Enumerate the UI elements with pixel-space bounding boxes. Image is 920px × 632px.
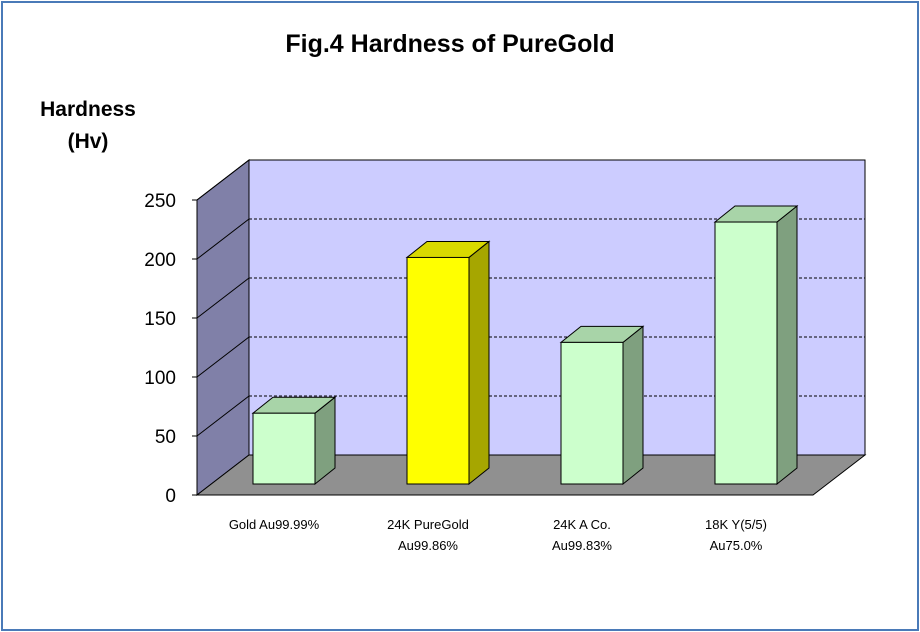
category-label-line: Au99.86% [398,538,458,553]
bar-front [406,256,470,485]
bar-3 [559,325,645,486]
chart-title: Fig.4 Hardness of PureGold [285,30,615,58]
y-axis-label: Hardness (Hv) [28,94,148,158]
bar-front [252,412,316,485]
bar-front [714,221,778,485]
bar-side [468,240,490,486]
bar-4 [713,204,799,486]
gridline-side [196,218,250,260]
y-axis-label-line-2: (Hv) [67,130,109,153]
y-axis-label-line-1: Hardness [40,98,136,121]
bar-front [560,341,624,485]
bar-2 [405,240,491,486]
gridline-side [196,277,250,319]
category-label-2: 24K PureGold Au99.86% [387,517,469,553]
y-axis: 0 50 100 150 200 250 [144,191,813,507]
bars [251,204,799,486]
y-tick-label: 50 [155,427,176,448]
x-axis-categories: Gold Au99.99% 24K PureGold Au99.86% 24K A C… [229,517,767,553]
y-tick-label: 150 [144,309,176,330]
category-label-3: 24K A Co. Au99.83% [552,517,612,553]
category-label-line: Gold Au99.99% [229,517,320,532]
side-wall [196,158,250,497]
category-label-4: 18K Y(5/5) Au75.0% [705,517,767,553]
y-tick-label: 100 [144,368,176,389]
gridline-side [196,159,250,201]
category-label-line: 24K A Co. [553,517,611,532]
y-tick-label: 250 [144,191,176,212]
bar-side [776,204,798,486]
bar-1 [251,396,337,486]
gridline-side [196,395,250,437]
category-label-1: Gold Au99.99% [229,517,320,532]
category-label-line: Au99.83% [552,538,612,553]
gridlines [196,159,865,437]
category-label-line: 18K Y(5/5) [705,517,767,532]
y-tick-label: 0 [165,486,176,507]
bar-side [622,325,644,486]
y-tick-label: 200 [144,250,176,271]
gridline-side [196,336,250,378]
category-label-line: 24K PureGold [387,517,469,532]
category-label-line: Au75.0% [710,538,763,553]
